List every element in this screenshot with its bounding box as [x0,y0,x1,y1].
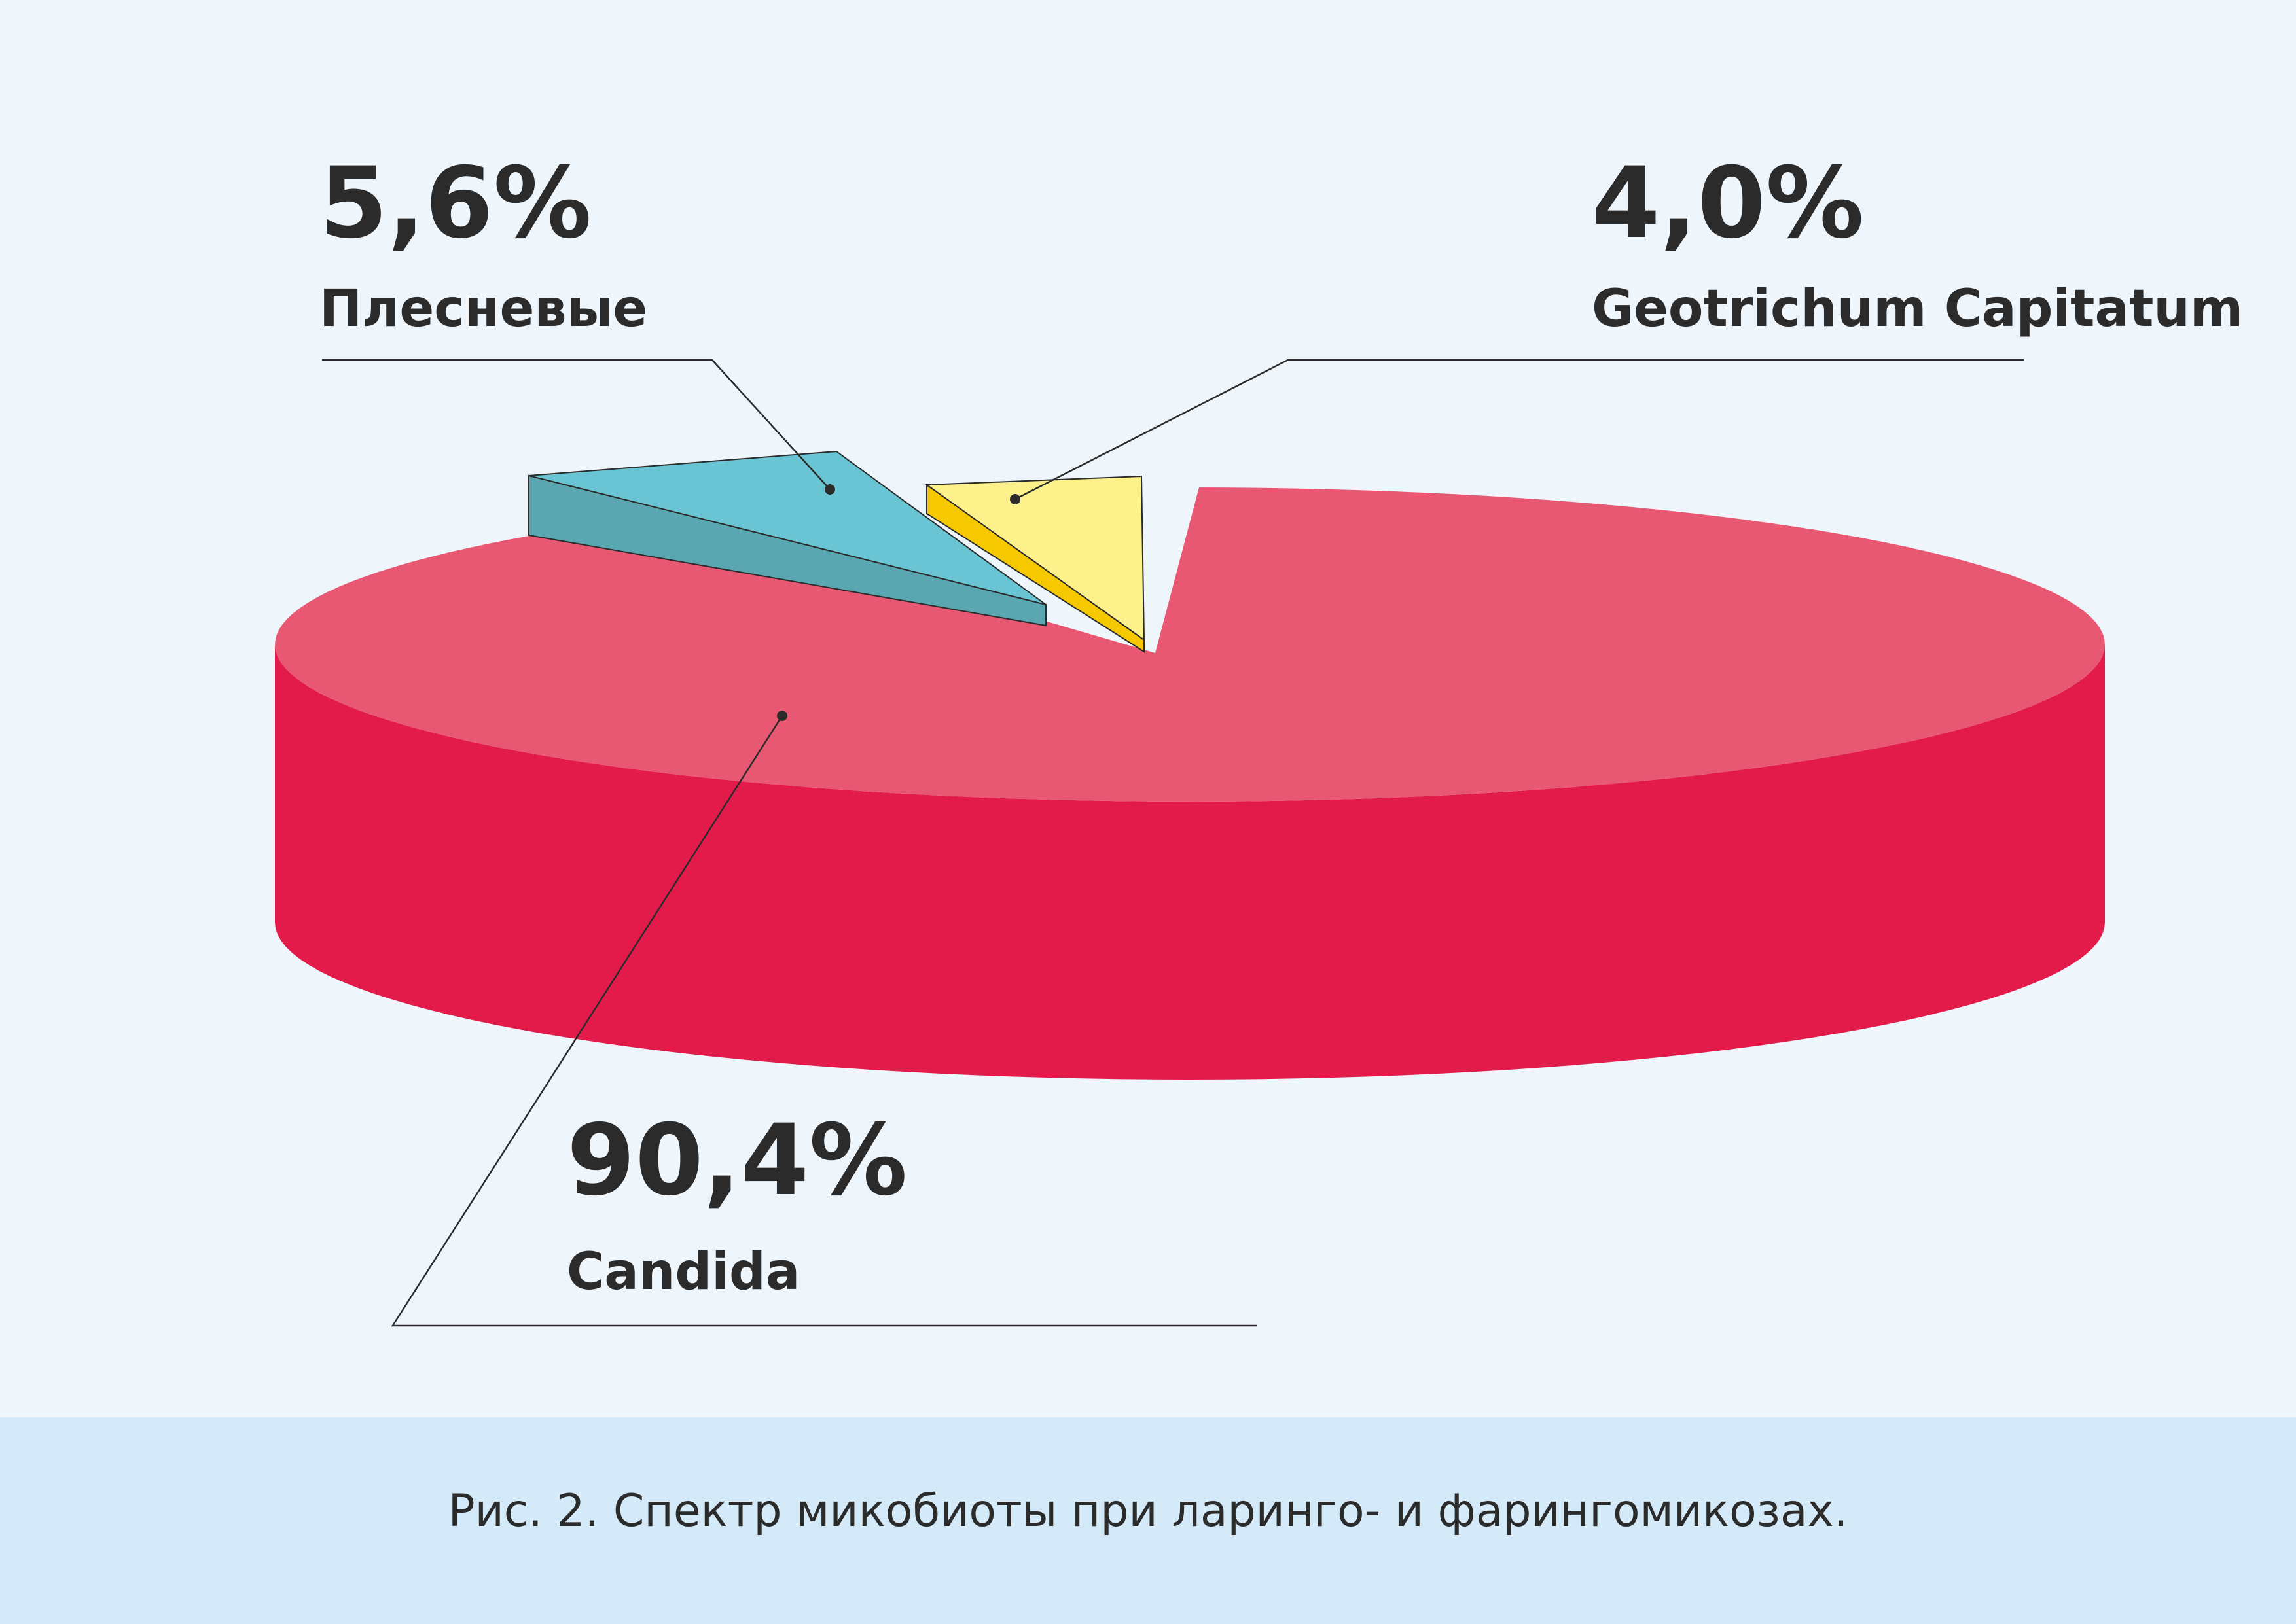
leader-dot-geotrichum-capitatum [1010,494,1020,504]
category-label-candida: Candida [567,1243,800,1301]
pie-chart: 5,6% Плесневые 4,0% Geotrichum Capitatum 90,… [275,147,2243,1327]
figure-caption: Рис. 2. Спектр микобиоты при ларинго- и … [448,1485,1848,1537]
category-label-плесневые: Плесневые [319,279,647,338]
leader-line-geotrichum-capitatum [1014,359,2024,501]
caption-band [0,1417,2296,1624]
leader-line-candida [391,715,1257,1327]
pie-side-candida [275,644,2105,1080]
pie-slice-geotrichum-capitatum [925,475,1145,641]
leader-dot-плесневые [825,484,835,495]
leader-dot-candida [777,711,787,721]
leader-line-плесневые [322,359,831,490]
data-label-geotrichum-capitatum: 4,0% [1592,147,1864,260]
data-label-плесневые: 5,6% [319,147,592,260]
data-label-candida: 90,4% [567,1104,907,1218]
category-label-geotrichum-capitatum: Geotrichum Capitatum [1592,279,2243,338]
pie-slice-плесневые [528,450,1047,605]
